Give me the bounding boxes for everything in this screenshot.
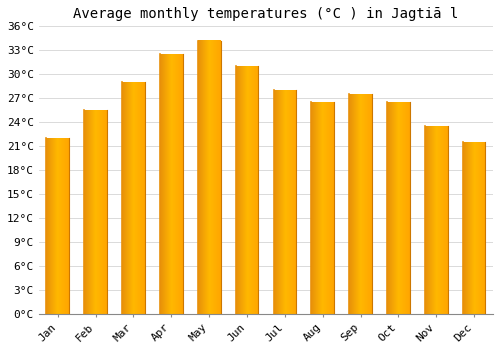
Title: Average monthly temperatures (°C ) in Jagtiā l: Average monthly temperatures (°C ) in Ja… <box>74 7 458 21</box>
